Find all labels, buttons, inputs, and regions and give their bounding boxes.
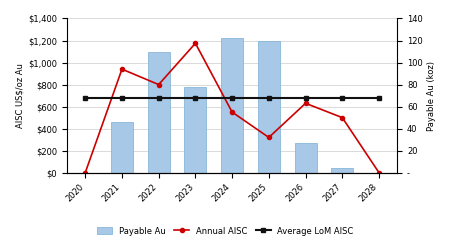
Y-axis label: Payable Au (koz): Payable Au (koz) xyxy=(427,61,436,130)
Y-axis label: AISC US$/oz Au: AISC US$/oz Au xyxy=(15,63,24,128)
Bar xyxy=(184,87,207,173)
Bar xyxy=(221,38,243,173)
Bar xyxy=(111,122,133,173)
Bar xyxy=(331,168,353,173)
Legend: Payable Au, Annual AISC, Average LoM AISC: Payable Au, Annual AISC, Average LoM AIS… xyxy=(94,223,357,239)
Bar xyxy=(258,41,280,173)
Bar xyxy=(147,52,170,173)
Bar xyxy=(295,143,317,173)
